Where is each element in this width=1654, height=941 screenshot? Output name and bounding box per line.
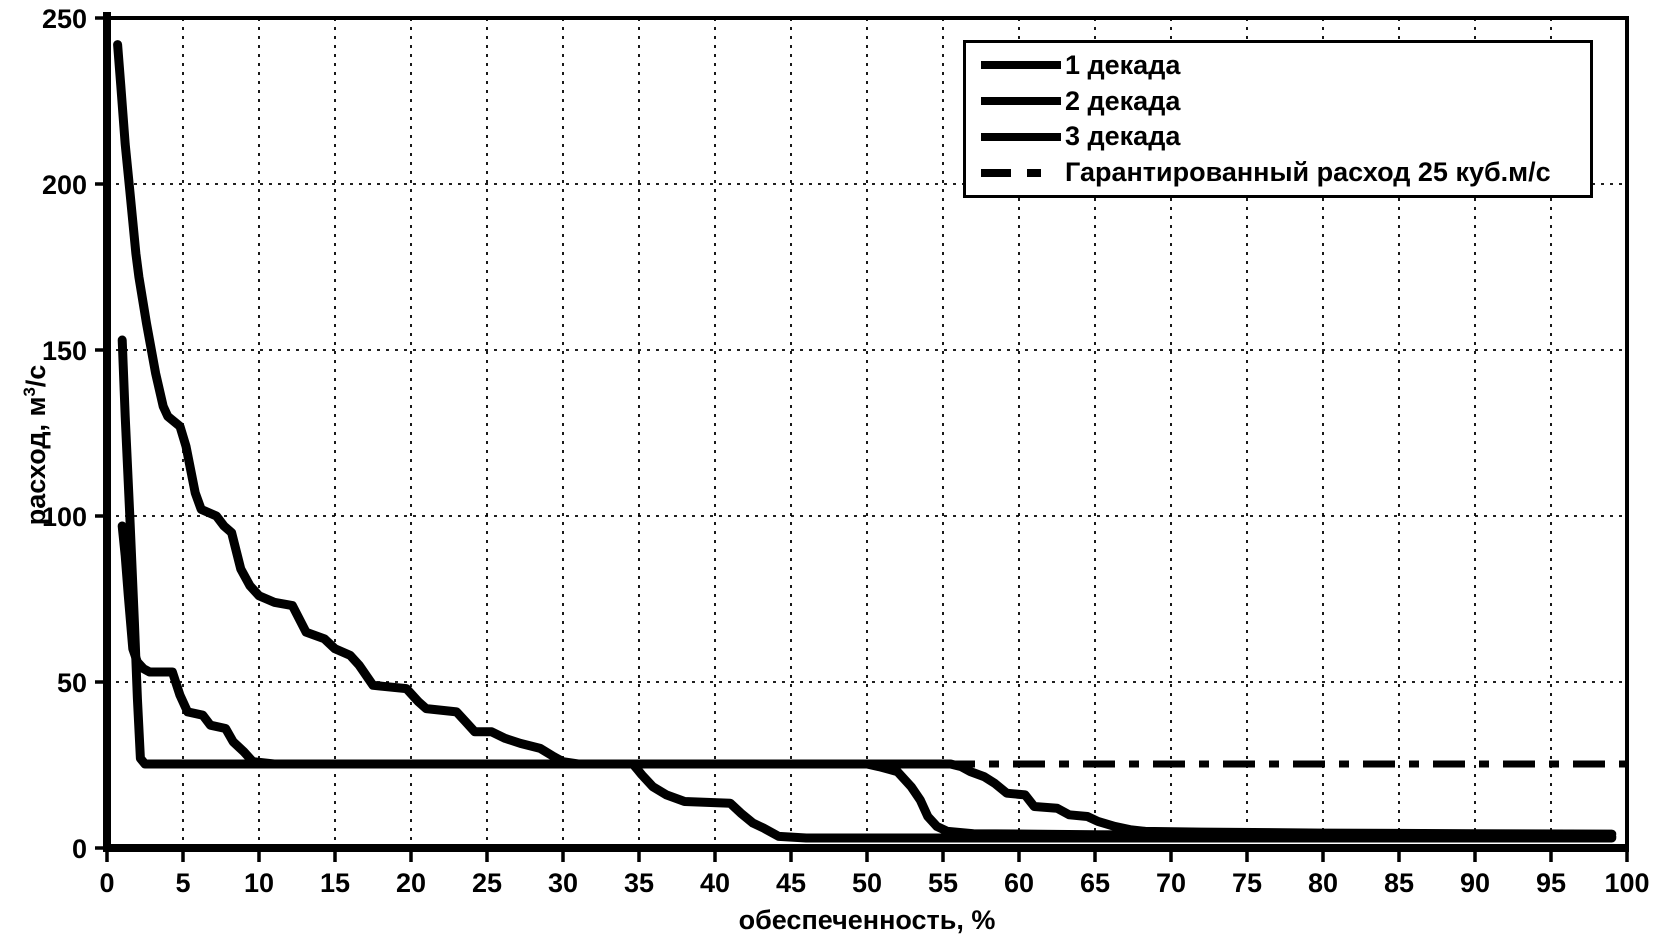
x-tick-label: 35 [624, 868, 654, 898]
y-axis-title-text: расход, м [21, 396, 51, 526]
x-tick-label: 45 [776, 868, 806, 898]
x-tick-label: 10 [244, 868, 274, 898]
y-tick-label: 250 [42, 4, 87, 34]
solid-line-sample-icon [981, 97, 1065, 106]
x-tick-label: 0 [99, 868, 114, 898]
y-tick-label: 0 [72, 834, 87, 864]
y-axis-title-superscript: 3 [20, 387, 39, 397]
legend-item-decade-3: 3 декада [981, 123, 1590, 150]
y-axis-title-units: /с [21, 364, 51, 388]
x-tick-label: 90 [1460, 868, 1490, 898]
legend-label: 3 декада [1065, 121, 1181, 152]
solid-line-sample-icon [981, 132, 1065, 141]
x-tick-label: 65 [1080, 868, 1110, 898]
y-tick-label: 150 [42, 336, 87, 366]
y-tick-label: 50 [57, 668, 87, 698]
dash-dot-line-sample-icon [981, 168, 1065, 178]
x-tick-label: 15 [320, 868, 350, 898]
x-tick-label: 70 [1156, 868, 1186, 898]
legend-box: 1 декада 2 декада 3 декада Гарантированн… [963, 40, 1593, 198]
x-tick-label: 40 [700, 868, 730, 898]
legend-label: 1 декада [1065, 49, 1181, 80]
x-tick-label: 95 [1536, 868, 1566, 898]
x-tick-label: 80 [1308, 868, 1338, 898]
legend-label: Гарантированный расход 25 куб.м/с [1065, 157, 1551, 188]
y-axis-title: расход, м3/с [20, 365, 52, 526]
x-tick-label: 5 [175, 868, 190, 898]
x-tick-label: 30 [548, 868, 578, 898]
legend-label: 2 декада [1065, 85, 1181, 116]
solid-line-sample-icon [981, 61, 1065, 70]
x-tick-label: 25 [472, 868, 502, 898]
x-tick-label: 100 [1604, 868, 1649, 898]
x-tick-label: 20 [396, 868, 426, 898]
y-tick-label: 100 [42, 502, 87, 532]
legend-item-decade-1: 1 декада [981, 49, 1590, 80]
x-axis-title: обеспеченность, % [738, 905, 996, 935]
x-tick-label: 85 [1384, 868, 1414, 898]
series-curve-3 [117, 521, 1617, 839]
x-tick-label: 55 [928, 868, 958, 898]
series-curve-1 [113, 40, 1617, 843]
legend-item-guaranteed-flow: Гарантированный расход 25 куб.м/с [981, 159, 1590, 186]
x-tick-label: 50 [852, 868, 882, 898]
x-tick-label: 75 [1232, 868, 1262, 898]
legend-item-decade-2: 2 декада [981, 85, 1590, 116]
x-tick-label: 60 [1004, 868, 1034, 898]
y-tick-label: 200 [42, 170, 87, 200]
